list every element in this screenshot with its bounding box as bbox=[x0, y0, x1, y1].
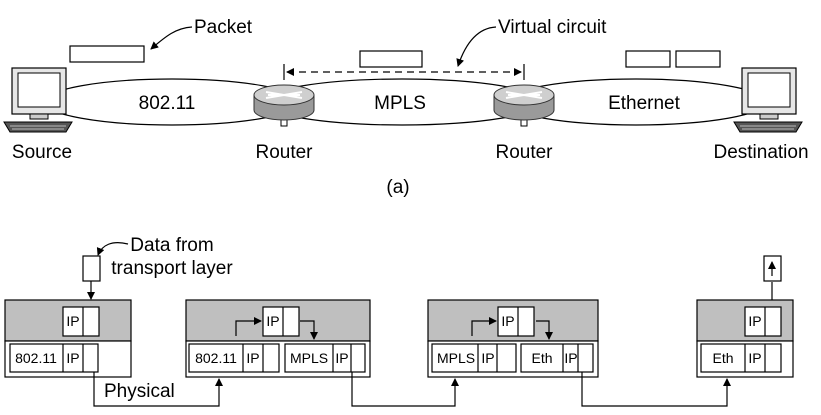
router2-left-ip-label: IP bbox=[481, 350, 494, 366]
source-link-label: 802.11 bbox=[15, 350, 57, 366]
packet-box-80211 bbox=[69, 45, 145, 63]
dest-link-label: Eth bbox=[712, 350, 733, 366]
packet-box-mpls bbox=[359, 50, 423, 68]
data-label-pointer bbox=[96, 242, 129, 256]
router1-left-ip-label: IP bbox=[246, 350, 259, 366]
physical-label: Physical bbox=[104, 381, 175, 402]
physical-link-3 bbox=[581, 372, 731, 407]
router2-right-ip-label: IP bbox=[564, 350, 577, 366]
router1-protocol-stack bbox=[185, 299, 371, 378]
source-label: Source bbox=[12, 142, 72, 163]
transport-data-box bbox=[82, 255, 101, 282]
router-1-label: Router bbox=[255, 142, 313, 163]
dest-link-ip-label: IP bbox=[748, 350, 761, 366]
data-label-line2: transport layer bbox=[111, 258, 233, 279]
dest-protocol-stack bbox=[696, 299, 794, 378]
router1-up-arrow bbox=[235, 317, 262, 336]
router2-left-link-label: MPLS bbox=[437, 350, 475, 366]
router1-ip-label: IP bbox=[266, 313, 279, 329]
network-label-80211: 802.11 bbox=[139, 93, 196, 114]
physical-link-1 bbox=[93, 372, 223, 407]
source-computer-icon bbox=[3, 67, 73, 133]
router1-right-ip-label: IP bbox=[335, 350, 348, 366]
router1-down-arrow bbox=[300, 320, 318, 340]
packet-box-ethernet-1 bbox=[625, 50, 671, 68]
caption-a: (a) bbox=[386, 177, 409, 198]
destination-label: Destination bbox=[713, 142, 808, 163]
router2-protocol-stack bbox=[427, 299, 599, 378]
router1-right-link-label: MPLS bbox=[290, 350, 328, 366]
router2-up-arrow bbox=[471, 317, 497, 336]
packet-box-ethernet-2 bbox=[675, 50, 721, 68]
router2-down-arrow bbox=[536, 320, 553, 340]
network-label-mpls: MPLS bbox=[374, 93, 426, 114]
dest-ip-label: IP bbox=[748, 313, 761, 329]
packet-pointer-arrow bbox=[150, 26, 193, 50]
router2-ip-label: IP bbox=[501, 313, 514, 329]
router1-left-link-label: 802.11 bbox=[195, 350, 237, 366]
destination-computer-icon bbox=[733, 67, 803, 133]
router-2-icon bbox=[493, 84, 555, 127]
source-link-ip-label: IP bbox=[66, 350, 79, 366]
physical-link-2 bbox=[351, 372, 459, 407]
router-1-icon bbox=[253, 84, 315, 127]
router2-right-link-label: Eth bbox=[531, 350, 552, 366]
virtual-circuit-label: Virtual circuit bbox=[498, 17, 607, 38]
virtual-circuit-pointer-arrow bbox=[456, 26, 497, 67]
data-label-line1: Data from bbox=[130, 235, 213, 256]
packet-label: Packet bbox=[194, 17, 253, 38]
source-protocol-stack bbox=[4, 299, 132, 378]
router-2-label: Router bbox=[495, 142, 553, 163]
network-label-ethernet: Ethernet bbox=[608, 93, 681, 114]
source-ip-label: IP bbox=[66, 313, 79, 329]
